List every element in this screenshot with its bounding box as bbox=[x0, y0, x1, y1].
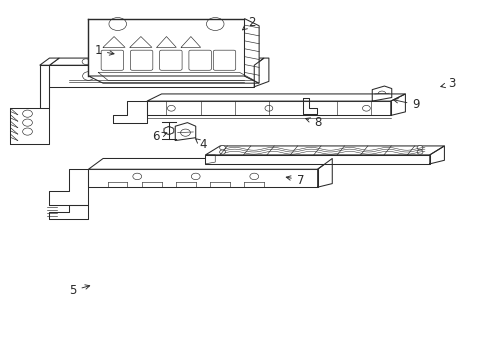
Circle shape bbox=[82, 59, 90, 64]
Polygon shape bbox=[40, 65, 49, 108]
Polygon shape bbox=[49, 65, 254, 87]
Circle shape bbox=[206, 18, 224, 31]
Polygon shape bbox=[49, 58, 264, 65]
Circle shape bbox=[109, 18, 126, 31]
Circle shape bbox=[167, 105, 175, 111]
Circle shape bbox=[82, 72, 94, 80]
Polygon shape bbox=[244, 19, 259, 83]
Text: 2: 2 bbox=[242, 16, 255, 30]
Polygon shape bbox=[205, 155, 429, 164]
Circle shape bbox=[219, 145, 225, 150]
Circle shape bbox=[362, 105, 369, 111]
FancyBboxPatch shape bbox=[188, 50, 211, 70]
Circle shape bbox=[377, 91, 385, 97]
Circle shape bbox=[302, 100, 309, 105]
Text: 6: 6 bbox=[152, 130, 166, 144]
Polygon shape bbox=[205, 146, 444, 155]
Circle shape bbox=[163, 127, 173, 134]
Text: 7: 7 bbox=[285, 174, 304, 186]
Circle shape bbox=[22, 110, 32, 117]
Circle shape bbox=[218, 59, 226, 64]
Circle shape bbox=[22, 128, 32, 135]
Circle shape bbox=[416, 150, 422, 154]
Polygon shape bbox=[147, 94, 405, 101]
Text: 8: 8 bbox=[305, 116, 321, 129]
Circle shape bbox=[416, 145, 422, 150]
Polygon shape bbox=[88, 169, 317, 187]
FancyBboxPatch shape bbox=[101, 50, 123, 70]
Polygon shape bbox=[88, 158, 331, 169]
Circle shape bbox=[170, 72, 182, 80]
Circle shape bbox=[126, 72, 138, 80]
Circle shape bbox=[249, 173, 258, 180]
Polygon shape bbox=[147, 101, 390, 116]
FancyBboxPatch shape bbox=[130, 50, 153, 70]
Circle shape bbox=[219, 150, 225, 154]
Circle shape bbox=[22, 119, 32, 126]
Text: 4: 4 bbox=[195, 138, 206, 151]
FancyBboxPatch shape bbox=[159, 50, 182, 70]
Text: 1: 1 bbox=[94, 44, 114, 57]
FancyBboxPatch shape bbox=[213, 50, 235, 70]
Circle shape bbox=[264, 105, 272, 111]
Polygon shape bbox=[88, 76, 259, 83]
Polygon shape bbox=[40, 58, 59, 65]
Text: 9: 9 bbox=[393, 98, 419, 111]
Text: 5: 5 bbox=[69, 284, 89, 297]
Circle shape bbox=[180, 129, 190, 136]
Circle shape bbox=[214, 72, 225, 80]
Circle shape bbox=[133, 173, 142, 180]
Polygon shape bbox=[88, 19, 244, 76]
Text: 3: 3 bbox=[440, 77, 454, 90]
Circle shape bbox=[191, 173, 200, 180]
